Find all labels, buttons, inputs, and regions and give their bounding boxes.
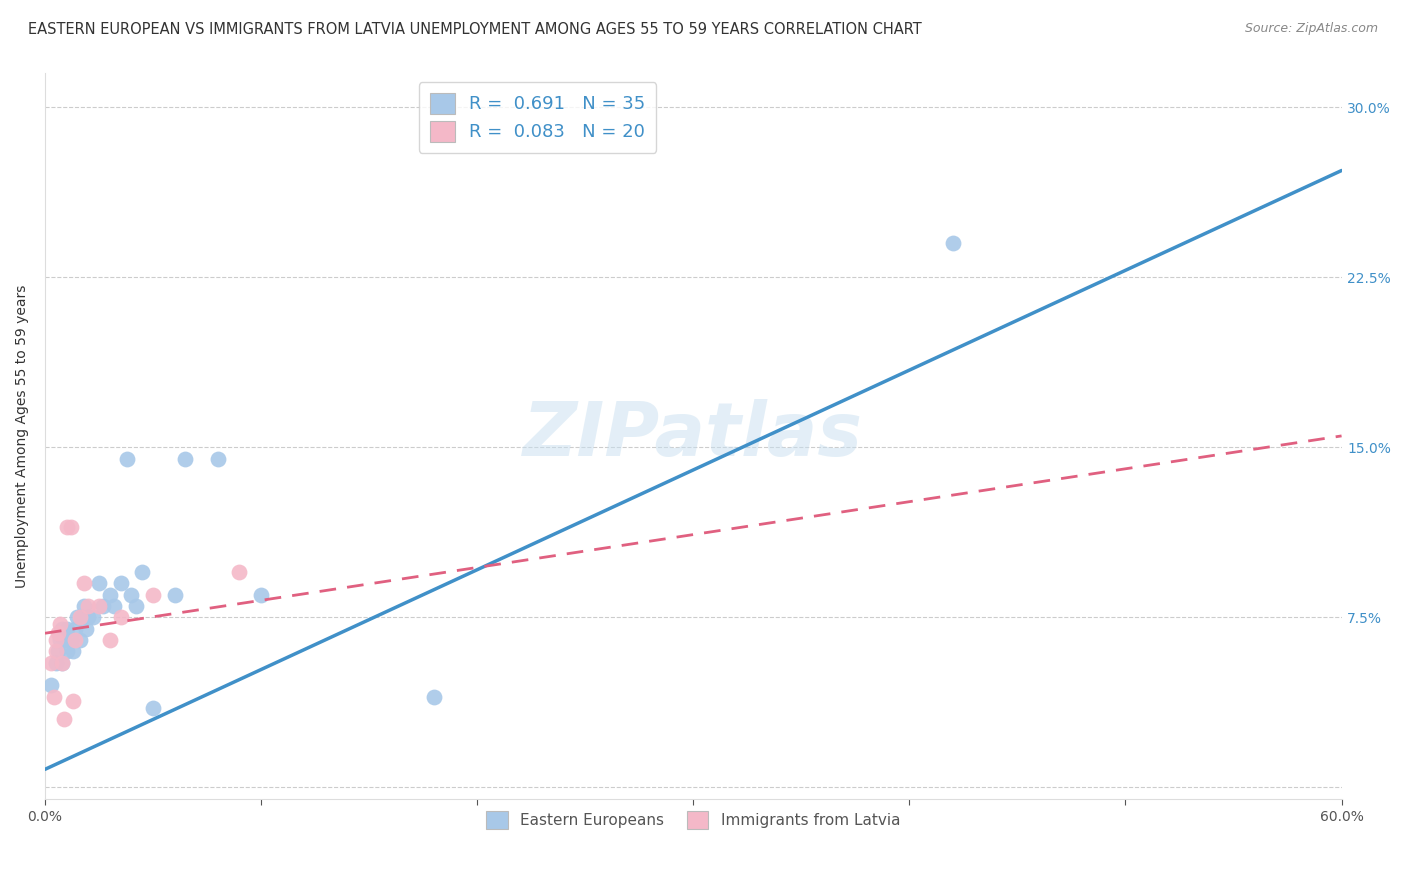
Point [228, 565, 250, 579]
Point [115, 451, 138, 466]
Point [77, 610, 100, 624]
Point [45, 633, 67, 648]
Legend: Eastern Europeans, Immigrants from Latvia: Eastern Europeans, Immigrants from Latvi… [481, 805, 907, 835]
Point [70, 610, 93, 624]
Point [75, 622, 97, 636]
Point [73, 576, 96, 591]
Point [65, 622, 87, 636]
Point [42, 690, 65, 704]
Point [55, 644, 77, 658]
Text: ZIPatlas: ZIPatlas [523, 400, 863, 473]
Y-axis label: Unemployment Among Ages 55 to 59 years: Unemployment Among Ages 55 to 59 years [15, 285, 30, 588]
Point [98, 588, 121, 602]
Point [59, 519, 82, 533]
Point [65, 633, 87, 648]
Point [69, 610, 91, 624]
Text: Source: ZipAtlas.com: Source: ZipAtlas.com [1244, 22, 1378, 36]
Point [250, 588, 273, 602]
Point [53, 713, 76, 727]
Point [91, 599, 114, 613]
Point [98, 633, 121, 648]
Point [41, 656, 63, 670]
Point [87, 599, 110, 613]
Point [49, 617, 72, 632]
Point [51, 656, 73, 670]
Point [55, 622, 77, 636]
Point [51, 622, 73, 636]
Point [62, 694, 84, 708]
Point [53, 633, 76, 648]
Point [131, 565, 153, 579]
Point [125, 599, 148, 613]
Point [73, 599, 96, 613]
Point [942, 236, 965, 251]
Point [174, 451, 197, 466]
Text: EASTERN EUROPEAN VS IMMIGRANTS FROM LATVIA UNEMPLOYMENT AMONG AGES 55 TO 59 YEAR: EASTERN EUROPEAN VS IMMIGRANTS FROM LATV… [28, 22, 922, 37]
Point [49, 633, 72, 648]
Point [69, 633, 91, 648]
Point [41, 678, 63, 692]
Point [51, 656, 73, 670]
Point [45, 656, 67, 670]
Point [59, 633, 82, 648]
Point [66, 610, 89, 624]
Point [45, 644, 67, 658]
Point [46, 626, 69, 640]
Point [142, 701, 165, 715]
Point [163, 588, 186, 602]
Point [207, 451, 229, 466]
Point [110, 610, 132, 624]
Point [46, 644, 69, 658]
Point [423, 690, 446, 704]
Point [103, 599, 125, 613]
Point [142, 588, 165, 602]
Point [120, 588, 142, 602]
Point [82, 610, 104, 624]
Point [77, 599, 100, 613]
Point [110, 576, 132, 591]
Point [62, 644, 84, 658]
Point [87, 576, 110, 591]
Point [55, 519, 77, 533]
